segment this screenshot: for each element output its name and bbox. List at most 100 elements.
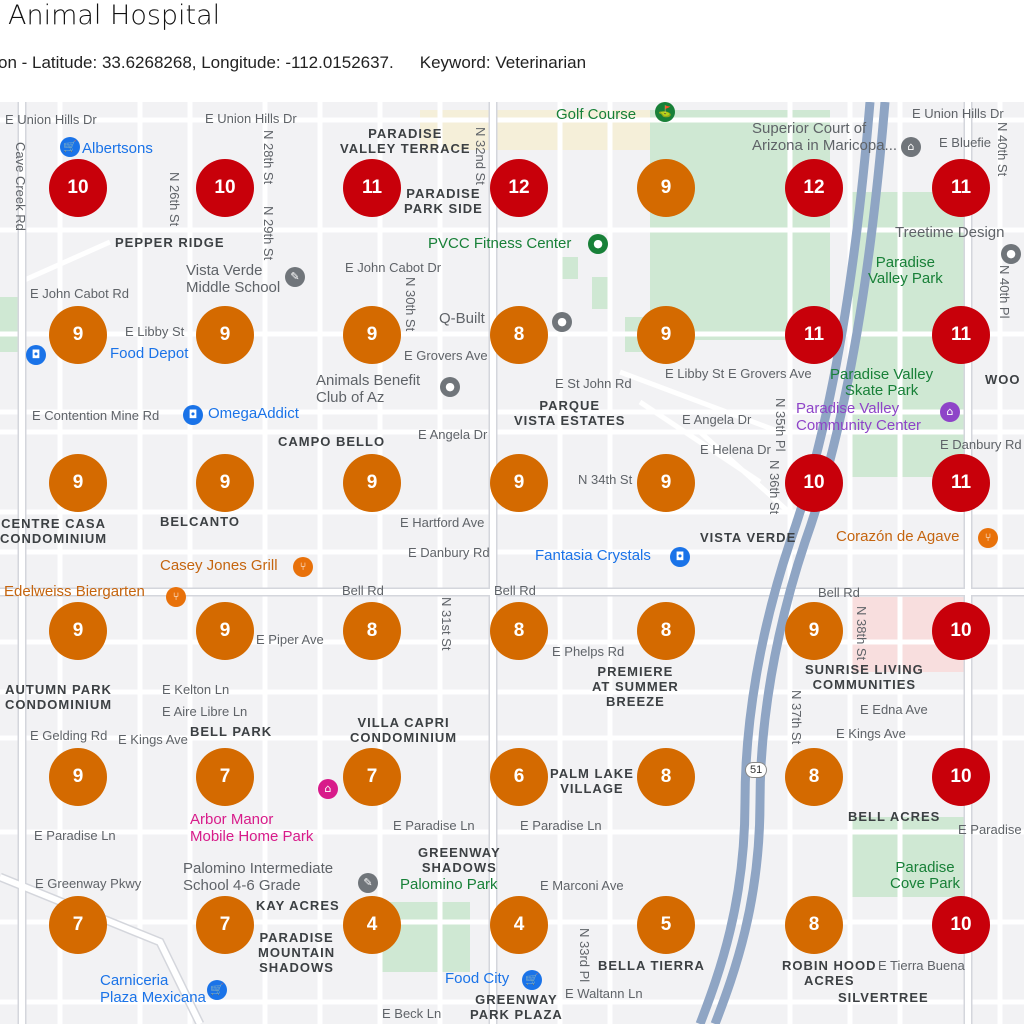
street-label: E Kings Ave xyxy=(836,726,906,741)
golf-icon[interactable]: ⛳ xyxy=(655,102,675,122)
school-icon[interactable]: ✎ xyxy=(358,873,378,893)
rank-marker[interactable]: 10 xyxy=(932,602,990,660)
poi-label[interactable]: Golf Course xyxy=(556,106,637,123)
restaurant-icon[interactable]: ⑂ xyxy=(293,557,313,577)
poi-label[interactable]: Albertsons xyxy=(82,140,153,157)
poi-label[interactable]: PVCC Fitness Center xyxy=(428,235,572,252)
street-label: E Kings Ave xyxy=(118,732,188,747)
rank-marker[interactable]: 7 xyxy=(343,748,401,806)
rank-marker[interactable]: 10 xyxy=(785,454,843,512)
rank-marker[interactable]: 9 xyxy=(196,306,254,364)
store-icon[interactable]: ● xyxy=(552,312,572,332)
shopping-bag-icon[interactable]: ◘ xyxy=(183,405,203,425)
poi-label[interactable]: Food Depot xyxy=(110,345,189,362)
highway-51 xyxy=(695,102,890,1024)
rank-marker[interactable]: 11 xyxy=(932,306,990,364)
poi-label[interactable]: Vista Verde Middle School xyxy=(186,262,281,296)
street-label: N 28th St xyxy=(261,130,276,185)
rank-marker[interactable]: 4 xyxy=(490,896,548,954)
store-icon[interactable]: ● xyxy=(1001,244,1021,264)
shopping-bag-icon[interactable]: ◘ xyxy=(670,547,690,567)
street-label: N 38th St xyxy=(854,606,869,661)
rank-marker[interactable]: 9 xyxy=(49,602,107,660)
rank-marker[interactable]: 9 xyxy=(343,454,401,512)
poi-label[interactable]: Casey Jones Grill xyxy=(160,557,278,574)
street-label: E Union Hills Dr xyxy=(912,106,1004,121)
rank-marker[interactable]: 9 xyxy=(49,748,107,806)
rank-marker[interactable]: 9 xyxy=(785,602,843,660)
poi-label[interactable]: Corazón de Agave xyxy=(836,528,960,545)
park-label: Paradise Valley Park xyxy=(868,254,943,287)
street-label: E Libby St xyxy=(665,366,725,381)
poi-label[interactable]: Fantasia Crystals xyxy=(535,547,651,564)
shopping-bag-icon[interactable]: ◘ xyxy=(26,345,46,365)
rank-marker[interactable]: 11 xyxy=(343,159,401,217)
map[interactable]: Albertsons 🛒 Golf Course ⛳ Superior Court of… xyxy=(0,102,1024,1024)
poi-label[interactable]: Food City xyxy=(445,970,510,987)
rank-marker[interactable]: 10 xyxy=(932,748,990,806)
rank-marker[interactable]: 6 xyxy=(490,748,548,806)
rank-marker[interactable]: 7 xyxy=(196,748,254,806)
cart-icon[interactable]: 🛒 xyxy=(207,980,227,1000)
cart-icon[interactable]: 🛒 xyxy=(522,970,542,990)
rank-marker[interactable]: 9 xyxy=(637,159,695,217)
school-icon[interactable]: ✎ xyxy=(285,267,305,287)
rank-marker[interactable]: 4 xyxy=(343,896,401,954)
community-icon[interactable]: ⌂ xyxy=(940,402,960,422)
rank-marker[interactable]: 8 xyxy=(785,896,843,954)
restaurant-icon[interactable]: ⑂ xyxy=(978,528,998,548)
street-label: SUNRISE LIVING COMMUNITIES xyxy=(805,662,924,692)
rank-marker[interactable]: 7 xyxy=(196,896,254,954)
rank-marker[interactable]: 9 xyxy=(49,454,107,512)
cart-icon[interactable]: 🛒 xyxy=(60,137,80,157)
rank-marker[interactable]: 8 xyxy=(637,748,695,806)
rank-marker[interactable]: 12 xyxy=(490,159,548,217)
restaurant-icon[interactable]: ⑂ xyxy=(166,587,186,607)
rank-marker[interactable]: 9 xyxy=(343,306,401,364)
poi-label[interactable]: Animals Benefit Club of Az xyxy=(316,372,421,406)
rank-marker[interactable]: 11 xyxy=(932,159,990,217)
courthouse-icon[interactable]: ⌂ xyxy=(901,137,921,157)
home-icon[interactable]: ⌂ xyxy=(318,779,338,799)
rank-marker[interactable]: 8 xyxy=(490,602,548,660)
rank-marker[interactable]: 9 xyxy=(490,454,548,512)
poi-label[interactable]: Palomino Intermediate School 4-6 Grade xyxy=(183,860,334,894)
rank-marker[interactable]: 9 xyxy=(637,306,695,364)
street-label: E Tierra Buena xyxy=(878,958,965,973)
place-icon[interactable]: ● xyxy=(440,377,460,397)
rank-marker[interactable]: 9 xyxy=(196,454,254,512)
street-label: PARADISE MOUNTAIN SHADOWS xyxy=(258,930,336,975)
rank-marker[interactable]: 7 xyxy=(49,896,107,954)
poi-label[interactable]: Edelweiss Biergarten xyxy=(4,583,145,600)
rank-marker[interactable]: 9 xyxy=(49,306,107,364)
street-label: PREMIERE AT SUMMER BREEZE xyxy=(592,664,679,709)
street-label: E Phelps Rd xyxy=(552,644,625,659)
poi-label[interactable]: OmegaAddict xyxy=(208,405,299,422)
rank-marker[interactable]: 5 xyxy=(637,896,695,954)
poi-label[interactable]: Q-Built xyxy=(439,310,485,327)
rank-marker[interactable]: 9 xyxy=(637,454,695,512)
rank-marker[interactable]: 8 xyxy=(343,602,401,660)
rank-marker[interactable]: 8 xyxy=(490,306,548,364)
rank-marker[interactable]: 8 xyxy=(785,748,843,806)
rank-marker[interactable]: 8 xyxy=(637,602,695,660)
street-label: KAY ACRES xyxy=(256,898,340,913)
street-label: E Angela Dr xyxy=(418,427,488,442)
poi-label[interactable]: Arbor Manor Mobile Home Park xyxy=(190,811,314,845)
poi-label[interactable]: Superior Court of Arizona in Maricopa... xyxy=(752,120,898,154)
rank-marker[interactable]: 9 xyxy=(196,602,254,660)
rank-marker[interactable]: 10 xyxy=(196,159,254,217)
poi-label[interactable]: Paradise Valley Community Center xyxy=(796,400,922,434)
street-label: ROBIN HOOD ACRES xyxy=(782,958,877,988)
rank-marker[interactable]: 10 xyxy=(49,159,107,217)
rank-marker[interactable]: 12 xyxy=(785,159,843,217)
rank-marker[interactable]: 11 xyxy=(785,306,843,364)
rank-marker[interactable]: 10 xyxy=(932,896,990,954)
street-label: AUTUMN PARK CONDOMINIUM xyxy=(5,682,113,712)
poi-label[interactable]: Carniceria Plaza Mexicana xyxy=(100,972,206,1006)
rank-marker[interactable]: 11 xyxy=(932,454,990,512)
highway-shield-icon: 51 xyxy=(745,762,768,778)
poi-label[interactable]: Treetime Design xyxy=(895,224,1005,241)
street-label: E Paradise Ln xyxy=(34,828,116,843)
fitness-icon[interactable]: ● xyxy=(588,234,608,254)
